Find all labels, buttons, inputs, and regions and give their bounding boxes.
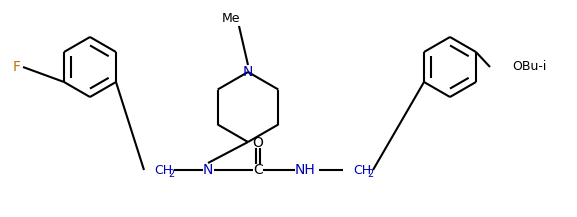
- Text: NH: NH: [295, 163, 316, 177]
- Text: 2: 2: [367, 169, 373, 179]
- Text: 2: 2: [168, 169, 174, 179]
- Text: Me: Me: [222, 12, 240, 25]
- Text: CH: CH: [353, 163, 371, 176]
- Text: OBu-i: OBu-i: [512, 61, 546, 74]
- Text: O: O: [253, 136, 264, 150]
- Text: C: C: [253, 163, 263, 177]
- Text: N: N: [203, 163, 213, 177]
- Text: F: F: [13, 60, 21, 74]
- Text: N: N: [243, 65, 253, 79]
- Text: CH: CH: [154, 163, 172, 176]
